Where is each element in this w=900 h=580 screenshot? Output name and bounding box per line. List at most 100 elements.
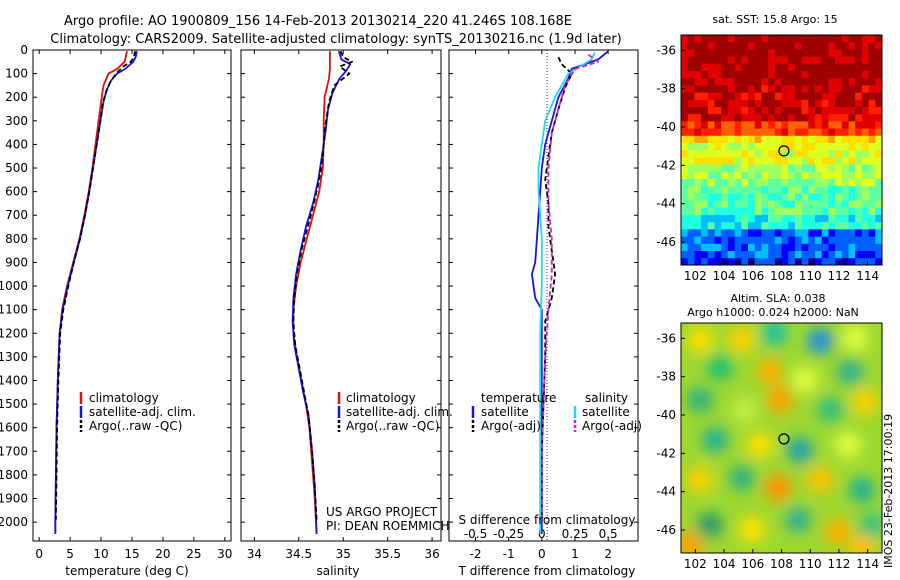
x-tick-label: 36	[424, 547, 439, 561]
map-lat-label: -46	[656, 523, 676, 537]
argo-location-marker	[778, 145, 790, 157]
x-tick-label: 34	[247, 547, 262, 561]
legend-title-salinity: salinity	[585, 391, 628, 405]
figure-title-line2: Climatology: CARS2009. Satellite-adjuste…	[50, 32, 622, 47]
series-line-salinity-satellite	[537, 52, 596, 534]
salinity-lines	[291, 50, 354, 534]
legend-label-satellite: satellite-adj. clim.	[346, 405, 453, 419]
salinity-axis: 34 34.5 35 35.5 36	[247, 50, 440, 561]
map-lat-label: -40	[656, 120, 676, 134]
map-lat-label: -44	[656, 197, 676, 211]
credit-pi: PI: DEAN ROEMMICH	[326, 519, 449, 533]
depth-tick-label: 600	[5, 185, 28, 199]
temperature-axis: 0 5 10 15 20 25 30	[35, 50, 232, 561]
sst-map-title: sat. SST: 15.8 Argo: 15	[712, 13, 837, 26]
map-lat-label: -46	[656, 235, 676, 249]
depth-tick-label: 1200	[0, 326, 28, 340]
sla-heatmap	[681, 323, 882, 553]
x-tick-label: 20	[155, 547, 170, 561]
depth-tick-label: 2000	[0, 515, 28, 529]
temperature-lines	[54, 51, 138, 534]
map-lat-label: -40	[656, 408, 676, 422]
map-lon-label: 108	[770, 269, 793, 283]
map-lon-label: 110	[799, 269, 822, 283]
map-lon-label: 112	[827, 269, 850, 283]
depth-tick-label: 1300	[0, 350, 28, 364]
depth-tick-label: 1400	[0, 373, 28, 387]
map-lon-label: 104	[713, 269, 736, 283]
depth-tick-label: 1800	[0, 468, 28, 482]
difference-lines	[531, 50, 609, 534]
depth-tick-label: 400	[5, 137, 28, 151]
map-lon-label: 110	[799, 557, 822, 571]
x-tick-label: 35	[336, 547, 351, 561]
map-lon-label: 106	[741, 269, 764, 283]
depth-tick-label: 1900	[0, 492, 28, 506]
s-difference-tick-label: 0.5	[599, 527, 618, 541]
s-difference-tick-label: 0.25	[562, 527, 589, 541]
x-tick-label: 0	[538, 547, 546, 561]
x-tick-label: 15	[124, 547, 139, 561]
map-lat-label: -38	[656, 82, 676, 96]
legend-label-satellite: satellite-adj. clim.	[89, 405, 196, 419]
map-lon-label: 102	[684, 557, 707, 571]
legend-title-temperature: temperature	[481, 391, 556, 405]
map-lon-label: 114	[856, 269, 879, 283]
map-lat-label: -36	[656, 331, 676, 345]
salinity-legend: climatology satellite-adj. clim. Argo(..…	[337, 391, 453, 433]
x-tick-label: 10	[93, 547, 108, 561]
series-line-temperature-argo-adj-	[540, 56, 573, 520]
map-lat-label: -38	[656, 370, 676, 384]
x-tick-label: 25	[186, 547, 201, 561]
s-difference-tick-label: -0.5	[464, 527, 487, 541]
x-tick-label: 0	[35, 547, 43, 561]
series-line-argo-raw-qc-	[55, 51, 136, 520]
map-lon-label: 106	[741, 557, 764, 571]
legend-label-s-argo: Argo(-adj)	[582, 419, 642, 433]
s-difference-label: S difference from climatology	[459, 513, 636, 527]
depth-tick-label: 1100	[0, 303, 28, 317]
map-lat-label: -42	[656, 446, 676, 460]
legend-label-climatology: climatology	[346, 391, 416, 405]
depth-tick-label: 100	[5, 67, 28, 81]
map-lon-label: 102	[684, 269, 707, 283]
temperature-plot-frame	[32, 49, 232, 542]
legend-label-argo: Argo(..raw -QC)	[89, 419, 182, 433]
x-tick-label: 2	[604, 547, 612, 561]
depth-tick-label: 300	[5, 114, 28, 128]
depth-tick-label: 500	[5, 161, 28, 175]
legend-label-argo: Argo(..raw -QC)	[346, 419, 439, 433]
legend-label-climatology: climatology	[89, 391, 159, 405]
difference-legend: temperature salinity satellite Argo(-adj…	[471, 391, 642, 433]
depth-tick-label: 900	[5, 255, 28, 269]
map-lon-label: 104	[713, 557, 736, 571]
x-tick-label: 34.5	[285, 547, 312, 561]
sla-map-title-line2: Argo h1000: 0.024 h2000: NaN	[687, 306, 859, 319]
argo-location-marker	[778, 433, 790, 445]
salinity-xlabel: salinity	[316, 564, 359, 578]
series-line-salinity-argo-adj-	[540, 53, 600, 520]
x-tick-label: 1	[571, 547, 579, 561]
sst-map-axes: 102 104 106 108 110 112 114 -36 -38 -40 -42 -44 -46	[656, 43, 879, 283]
depth-tick-label: 1000	[0, 279, 28, 293]
s-difference-tick-label: 0	[538, 527, 546, 541]
s-difference-tick-label: -0.25	[493, 527, 524, 541]
map-lon-label: 114	[856, 557, 879, 571]
figure-title-line1: Argo profile: AO 1900809_156 14-Feb-2013…	[64, 14, 572, 29]
temperature-legend: climatology satellite-adj. clim. Argo(..…	[79, 391, 196, 433]
legend-label-t-satellite: satellite	[481, 405, 529, 419]
map-lat-label: -36	[656, 43, 676, 57]
x-tick-label: -2	[470, 547, 482, 561]
map-lon-label: 112	[827, 557, 850, 571]
legend-label-s-satellite: satellite	[582, 405, 630, 419]
depth-tick-label: 1500	[0, 397, 28, 411]
x-tick-label: -1	[503, 547, 515, 561]
sla-map-axes: 102 104 106 108 110 112 114 -36 -38 -40 -42 -44 -46	[656, 331, 879, 571]
x-tick-label: 5	[66, 547, 74, 561]
depth-tick-label: 800	[5, 232, 28, 246]
credit-project: US ARGO PROJECT	[326, 505, 438, 519]
map-lat-label: -44	[656, 485, 676, 499]
s-difference-axis: -0.5 -0.25 0 0.25 0.5	[464, 527, 618, 541]
legend-label-t-argo: Argo(-adj)	[481, 419, 541, 433]
